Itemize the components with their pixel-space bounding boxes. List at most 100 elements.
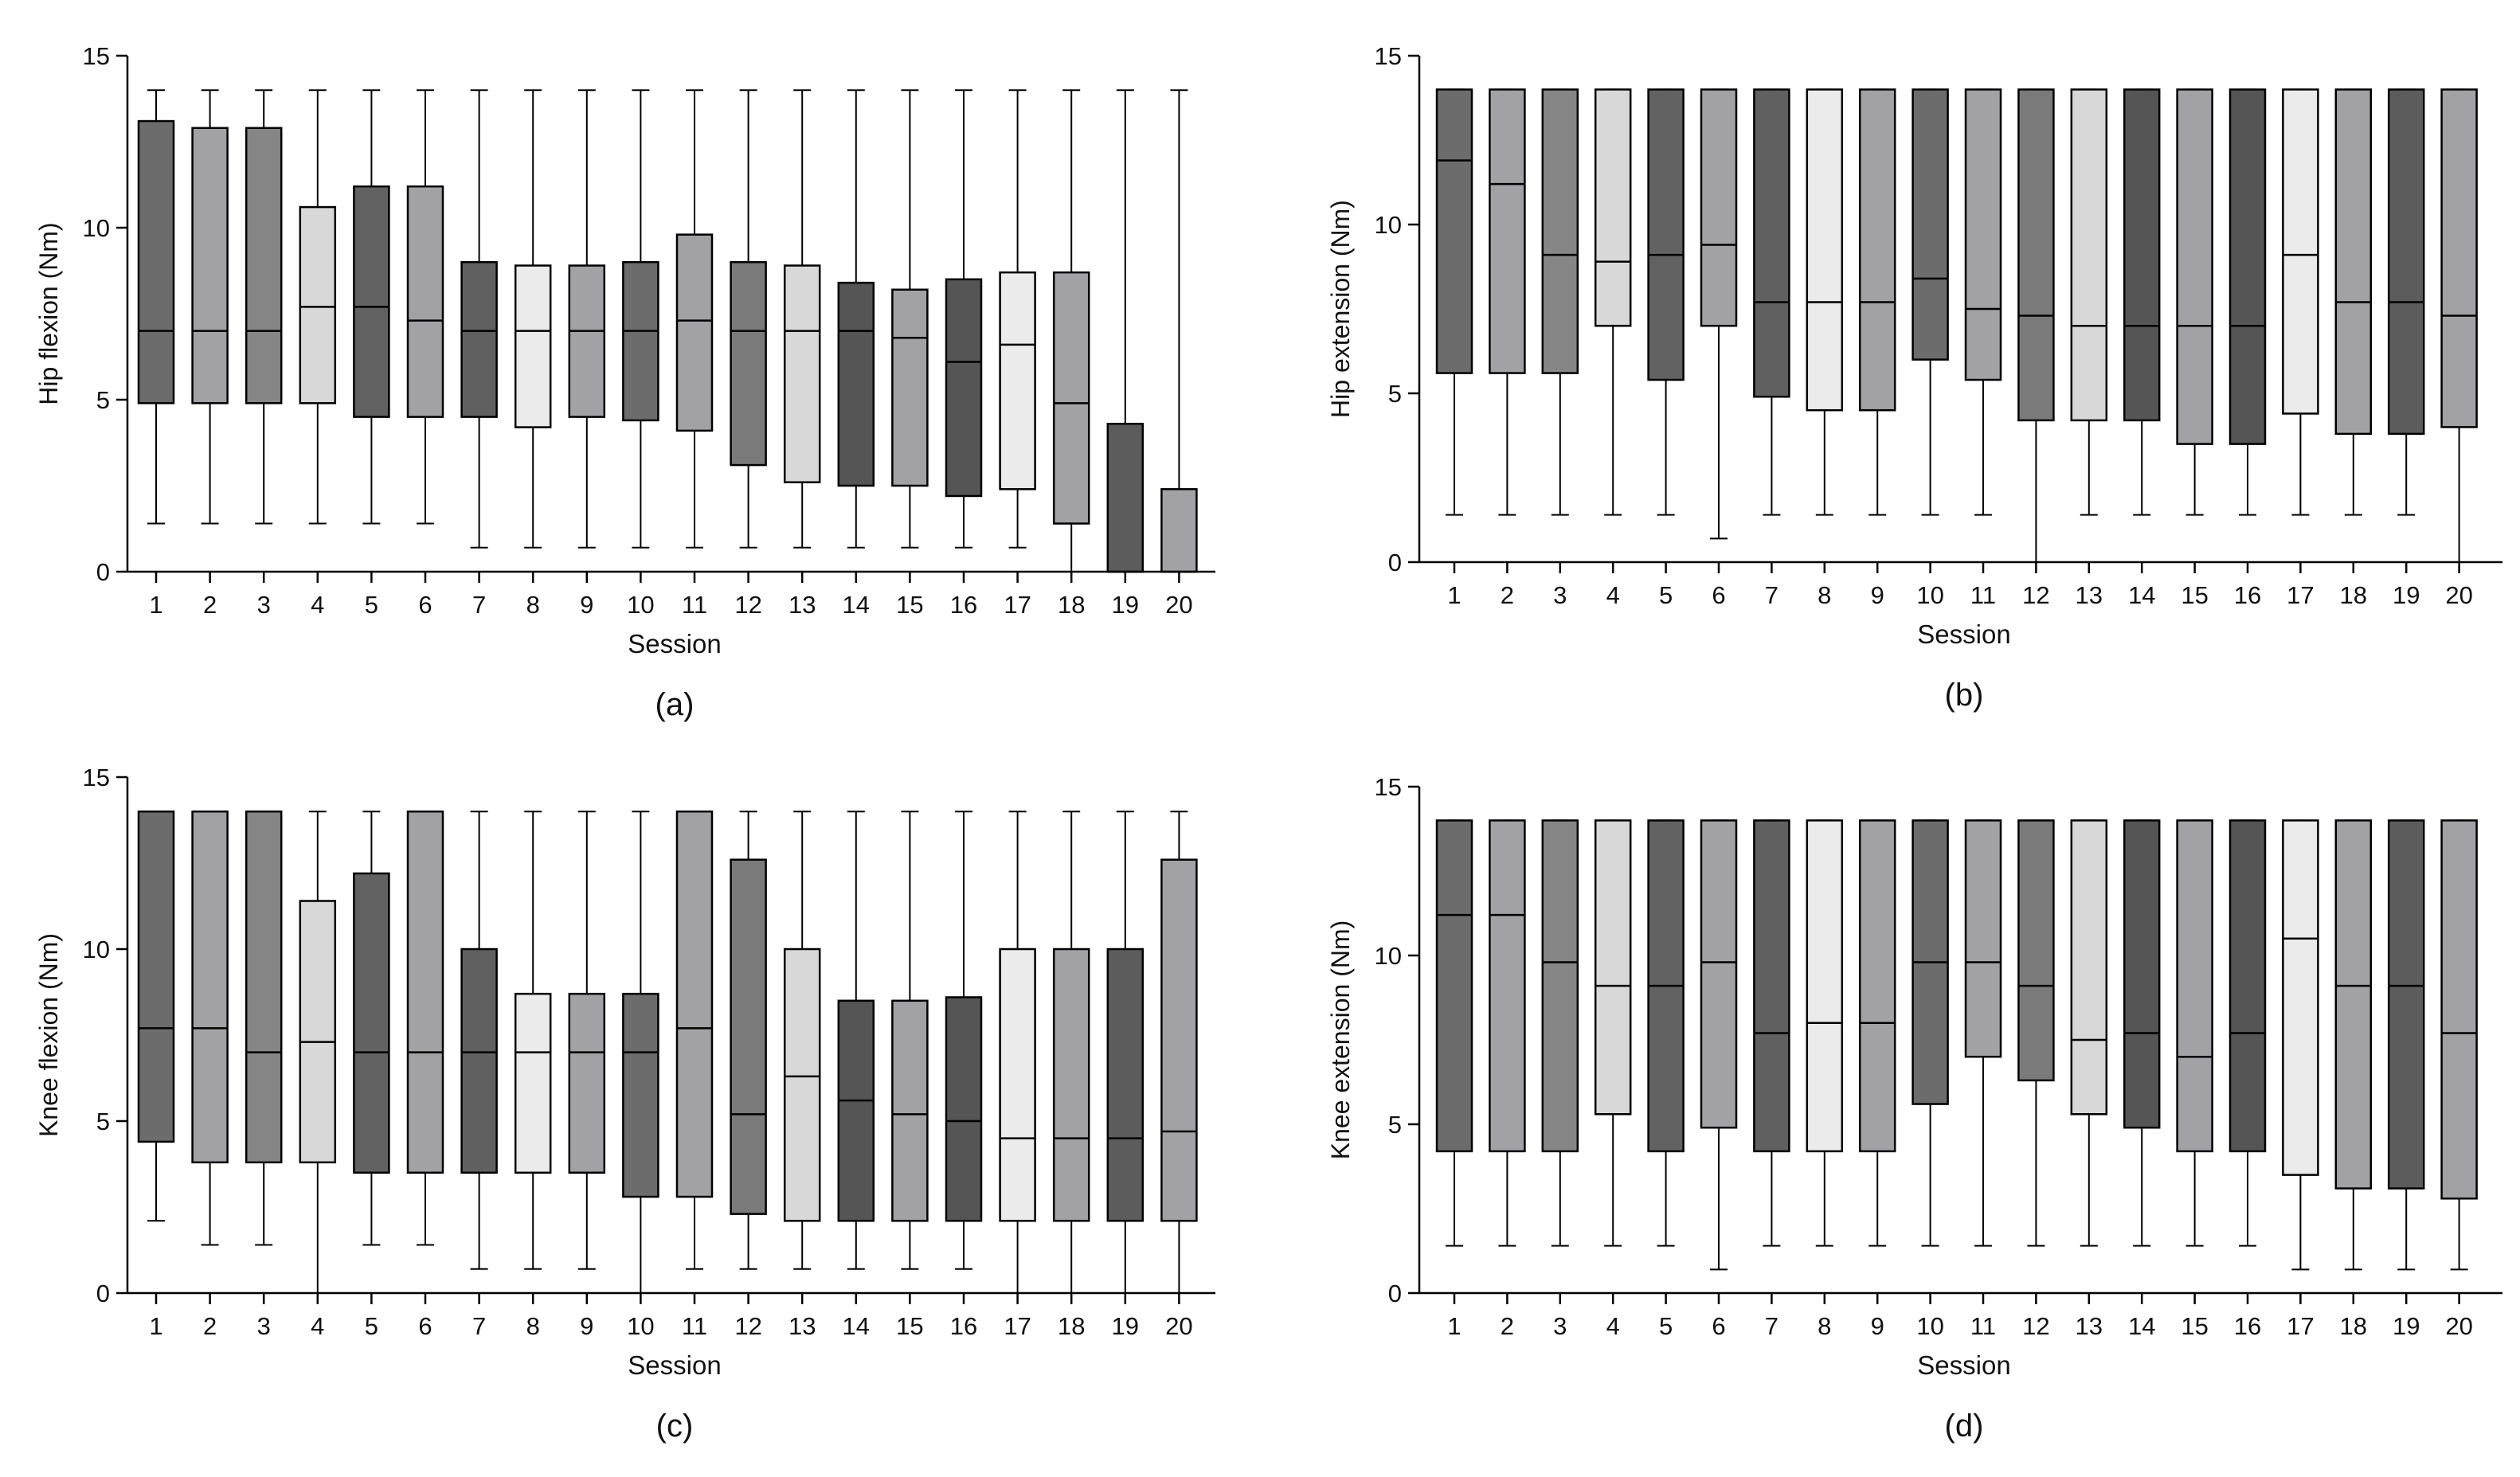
x-tick-label: 11: [1970, 581, 1996, 609]
iqr-box: [891, 999, 929, 1222]
x-tick-label: 5: [1659, 1312, 1673, 1340]
x-tick-label: 8: [526, 1312, 540, 1340]
box-session-13: [2070, 88, 2108, 516]
x-tick-label: 6: [1712, 581, 1725, 609]
iqr-box: [1806, 88, 1844, 412]
x-tick-label: 3: [257, 591, 271, 619]
x-tick-label: 2: [1501, 1312, 1514, 1340]
iqr-box: [945, 278, 983, 498]
x-tick-label: 6: [418, 1312, 432, 1340]
box-session-20: [2440, 819, 2478, 1271]
iqr-box: [783, 948, 821, 1222]
x-tick-label: 20: [1165, 591, 1192, 619]
x-tick-label: 14: [2128, 1312, 2155, 1340]
box-session-2: [191, 810, 229, 1246]
x-tick-label: 4: [1606, 1312, 1620, 1340]
box-session-14: [837, 811, 875, 1270]
x-tick-label: 12: [2022, 581, 2049, 609]
box-session-2: [191, 89, 229, 525]
box-session-7: [460, 89, 498, 549]
x-tick-label: 10: [627, 1312, 654, 1340]
x-tick-label: 9: [580, 591, 593, 619]
box-session-18: [1052, 89, 1090, 572]
box-session-4: [299, 811, 337, 1294]
box-session-6: [406, 810, 444, 1246]
box-session-12: [2017, 819, 2055, 1247]
x-tick-label: 16: [950, 1312, 977, 1340]
x-tick-label: 9: [580, 1312, 593, 1340]
y-tick-label: 15: [1375, 42, 1402, 70]
box-session-19: [1106, 811, 1145, 1294]
box-session-14: [2123, 819, 2161, 1247]
iqr-box: [837, 999, 875, 1222]
x-tick-label: 8: [526, 591, 540, 619]
box-session-3: [245, 89, 283, 525]
x-tick-label: 7: [1765, 581, 1778, 609]
box-session-15: [891, 811, 929, 1270]
x-axis-label: Session: [1917, 1350, 2010, 1380]
iqr-box: [1858, 819, 1896, 1153]
iqr-box: [2334, 88, 2373, 436]
box-session-20: [2440, 88, 2478, 563]
iqr-box: [1106, 948, 1145, 1222]
iqr-box: [1435, 819, 1473, 1153]
x-tick-label: 15: [2181, 1312, 2208, 1340]
iqr-box: [2440, 819, 2478, 1200]
box-session-14: [837, 89, 875, 549]
x-tick-label: 9: [1871, 1312, 1884, 1340]
iqr-box: [1700, 819, 1738, 1129]
y-tick-label: 10: [83, 214, 110, 242]
x-tick-label: 9: [1871, 581, 1884, 609]
x-tick-label: 3: [1553, 581, 1567, 609]
box-session-18: [1052, 811, 1090, 1294]
box-session-10: [1912, 819, 1949, 1247]
box-session-4: [299, 89, 337, 525]
y-tick-label: 10: [1375, 211, 1402, 239]
y-tick-label: 0: [1388, 1280, 1402, 1307]
box-session-8: [1806, 819, 1844, 1247]
x-tick-label: 12: [2022, 1312, 2049, 1340]
iqr-box: [1489, 88, 1526, 374]
x-tick-label: 19: [1112, 1312, 1139, 1340]
iqr-box: [460, 260, 498, 418]
x-tick-label: 3: [1553, 1312, 1567, 1340]
box-session-9: [568, 811, 606, 1270]
y-tick-label: 10: [83, 936, 110, 963]
iqr-box: [837, 281, 875, 487]
box-session-2: [1489, 819, 1526, 1247]
x-tick-label: 17: [1004, 1312, 1031, 1340]
box-session-19: [2387, 819, 2425, 1271]
iqr-box: [299, 900, 337, 1164]
iqr-box: [2282, 88, 2319, 415]
y-axis-label: Hip flexion (Nm): [34, 222, 63, 404]
x-tick-label: 14: [843, 591, 870, 619]
x-axis-label: Session: [628, 1350, 721, 1380]
iqr-box: [999, 271, 1036, 490]
box-session-1: [1435, 819, 1473, 1247]
iqr-box: [2387, 88, 2425, 436]
box-session-9: [1858, 88, 1896, 516]
box-session-20: [1160, 811, 1198, 1294]
x-tick-label: 16: [2234, 1312, 2261, 1340]
panel-label: (b): [1945, 678, 1984, 713]
x-tick-label: 12: [734, 1312, 761, 1340]
iqr-box: [2070, 88, 2108, 422]
iqr-box: [2017, 88, 2055, 422]
box-session-13: [783, 89, 821, 549]
iqr-box: [730, 260, 767, 467]
iqr-box: [2070, 819, 2108, 1116]
x-tick-label: 20: [2445, 1312, 2472, 1340]
box-session-10: [622, 811, 659, 1294]
box-session-3: [245, 810, 283, 1246]
iqr-box: [1541, 88, 1579, 374]
iqr-box: [2176, 88, 2213, 445]
x-tick-label: 15: [896, 1312, 923, 1340]
iqr-box: [568, 264, 606, 418]
iqr-box: [1858, 88, 1896, 412]
box-session-13: [783, 811, 821, 1270]
box-session-5: [1647, 88, 1685, 516]
iqr-box: [191, 810, 229, 1164]
iqr-box: [2017, 819, 2055, 1082]
x-tick-label: 12: [734, 591, 761, 619]
iqr-box: [2176, 819, 2213, 1153]
